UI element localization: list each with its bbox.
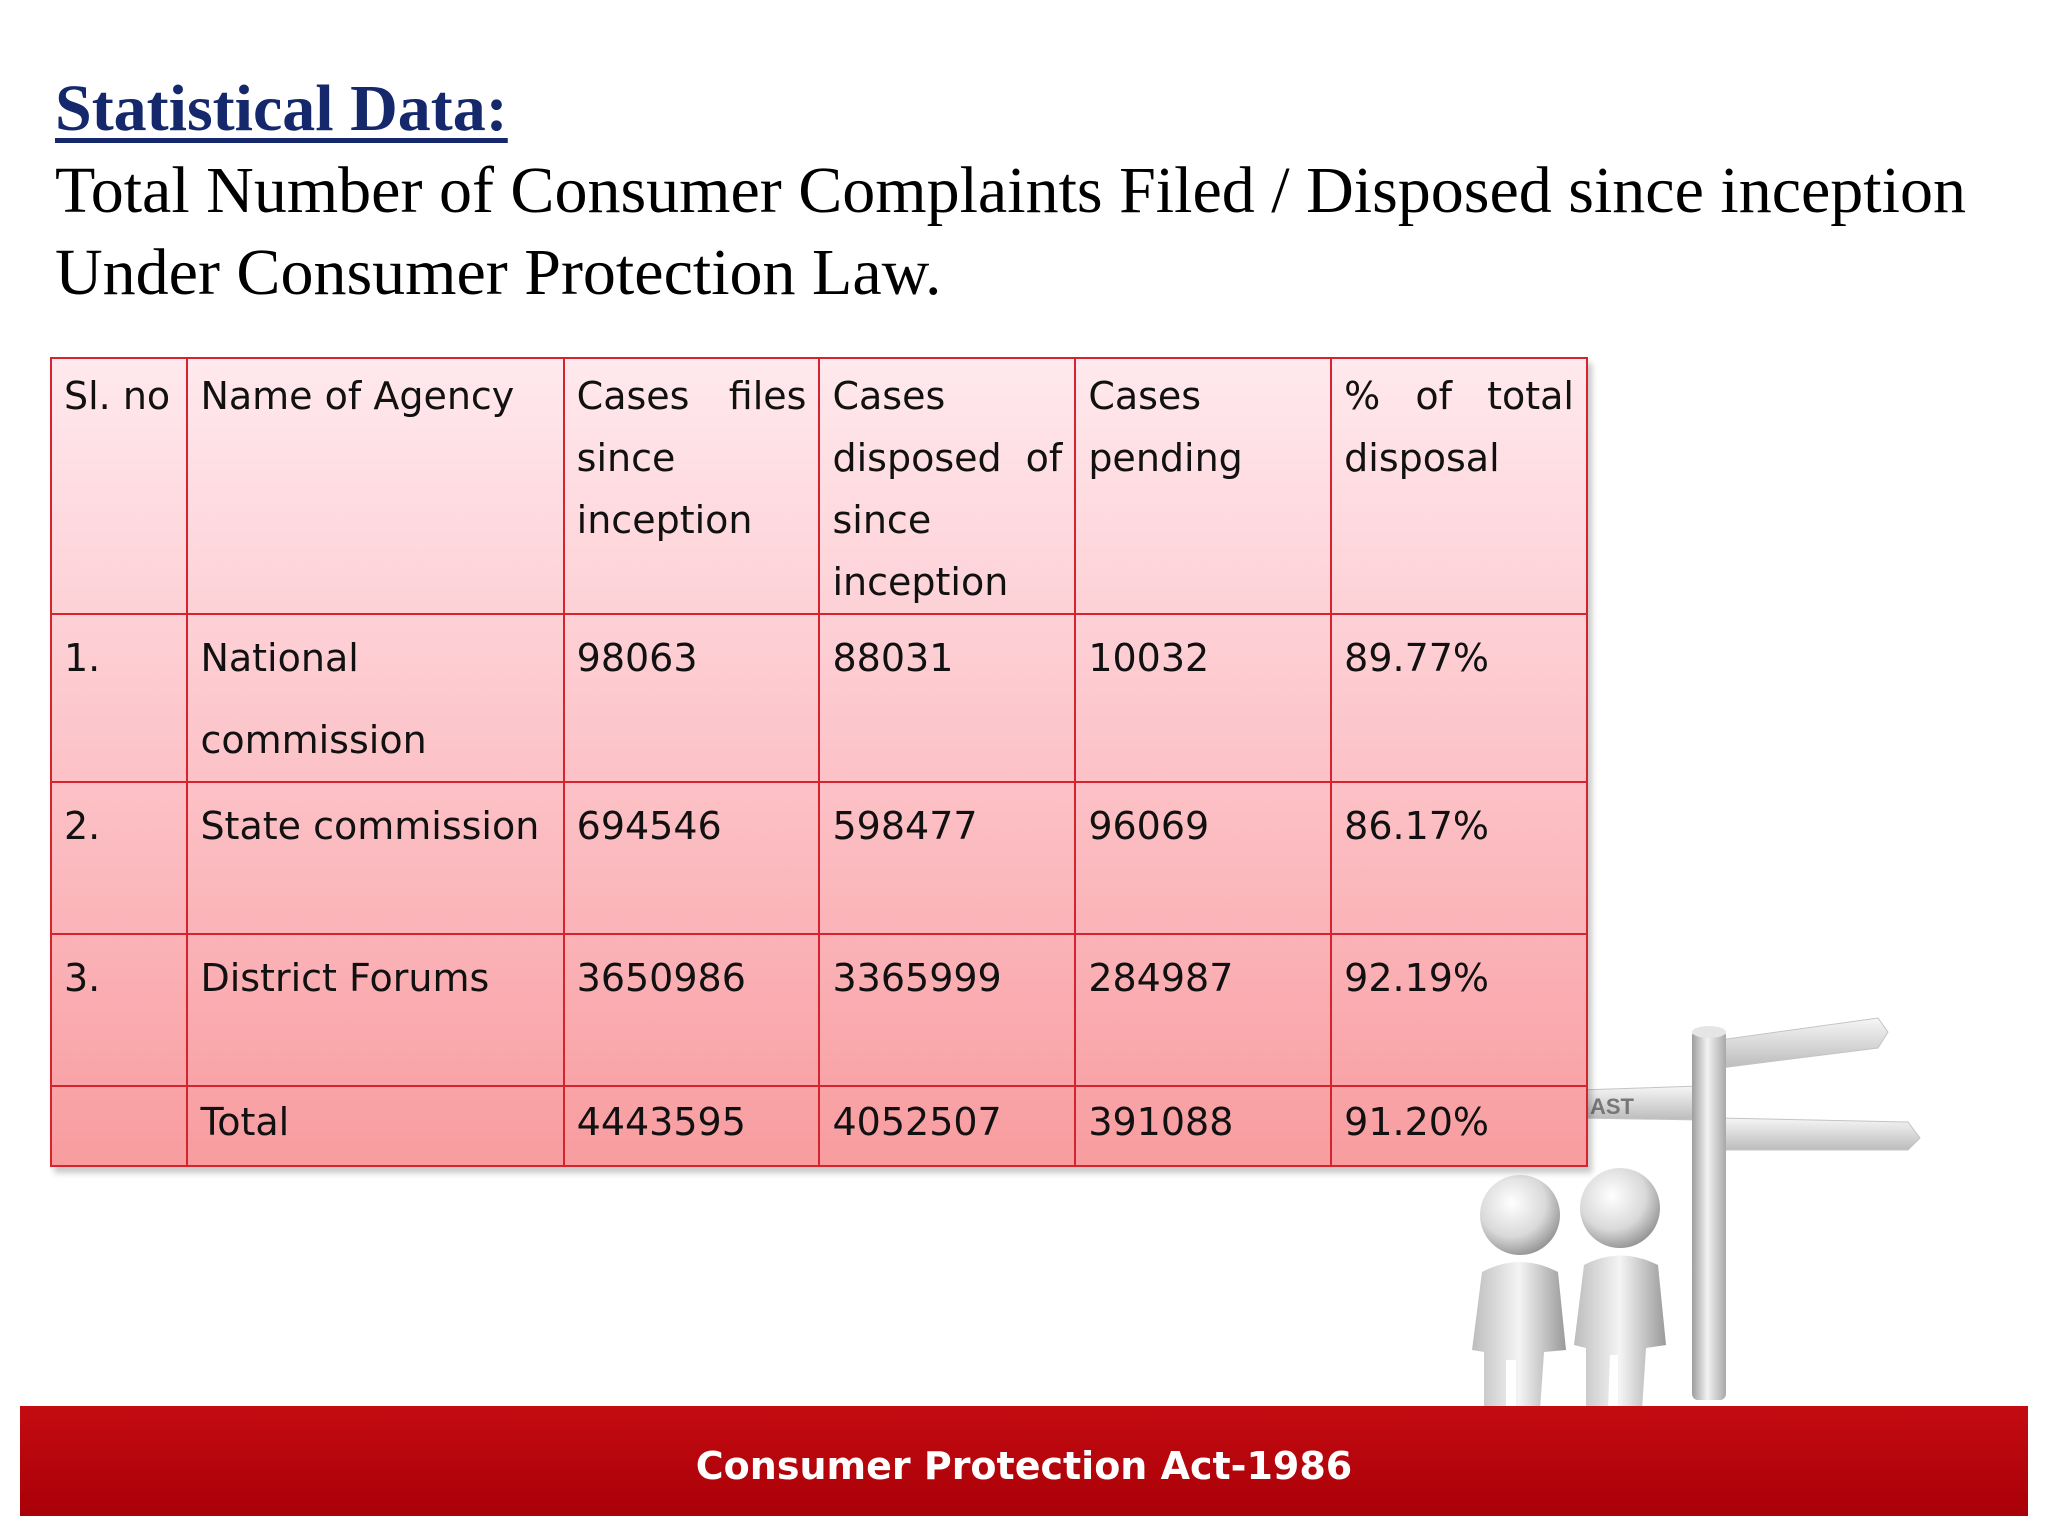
cell-pct: 92.19% [1330, 933, 1588, 1087]
cell-pct: 89.77% [1330, 613, 1588, 783]
page-subtitle: Total Number of Consumer Complaints File… [55, 150, 2045, 314]
cell-filed: 98063 [562, 613, 821, 783]
complaints-table: Sl. no Name of Agency Cases files since … [49, 357, 1588, 1167]
table-row: 1. National commission 98063 88031 10032… [49, 613, 1588, 783]
cell-pending: 10032 [1074, 613, 1333, 783]
cell-agency: National commission [186, 613, 565, 783]
cell-sl: 1. [49, 613, 189, 783]
cell-filed: 694546 [562, 781, 821, 935]
cell-agency: District Forums [186, 933, 565, 1087]
page-title: Statistical Data: [55, 72, 508, 145]
cell-pct: 86.17% [1330, 781, 1588, 935]
header-cases-disposed: Cases disposed of since inception [818, 357, 1077, 615]
cell-agency: State commission [186, 781, 565, 935]
cell-sl: 3. [49, 933, 189, 1087]
header-sl-no: Sl. no [49, 357, 189, 615]
cell-disposed: 88031 [818, 613, 1077, 783]
two-figures-signpost-icon: AST [1472, 1017, 1921, 1410]
cell-filed: 4443595 [562, 1085, 821, 1167]
cell-pending: 284987 [1074, 933, 1333, 1087]
cell-pending: 391088 [1074, 1085, 1333, 1167]
subtitle-line-2: Under Consumer Protection Law. [55, 236, 942, 309]
cell-filed: 3650986 [562, 933, 821, 1087]
sign-text: AST [1590, 1094, 1635, 1119]
header-pct-disposal: % of total disposal [1330, 357, 1588, 615]
cell-disposed: 4052507 [818, 1085, 1077, 1167]
cell-disposed: 3365999 [818, 933, 1077, 1087]
cell-agency-text: National commission [200, 636, 427, 762]
table-header-row: Sl. no Name of Agency Cases files since … [49, 357, 1588, 615]
table-row: 2. State commission 694546 598477 96069 … [49, 781, 1588, 935]
subtitle-line-1: Total Number of Consumer Complaints File… [55, 154, 1966, 227]
table-total-row: Total 4443595 4052507 391088 91.20% [49, 1085, 1588, 1167]
cell-disposed: 598477 [818, 781, 1077, 935]
header-cases-filed: Cases files since inception [562, 357, 821, 615]
cell-agency: Total [186, 1085, 565, 1167]
footer-bar [20, 1406, 2028, 1516]
cell-sl: 2. [49, 781, 189, 935]
cell-pending: 96069 [1074, 781, 1333, 935]
header-agency: Name of Agency [186, 357, 565, 615]
header-cases-pending: Cases pending [1074, 357, 1333, 615]
table-row: 3. District Forums 3650986 3365999 28498… [49, 933, 1588, 1087]
cell-pct: 91.20% [1330, 1085, 1588, 1167]
cell-sl [49, 1085, 189, 1167]
footer-title: Consumer Protection Act-1986 [695, 1444, 1353, 1488]
